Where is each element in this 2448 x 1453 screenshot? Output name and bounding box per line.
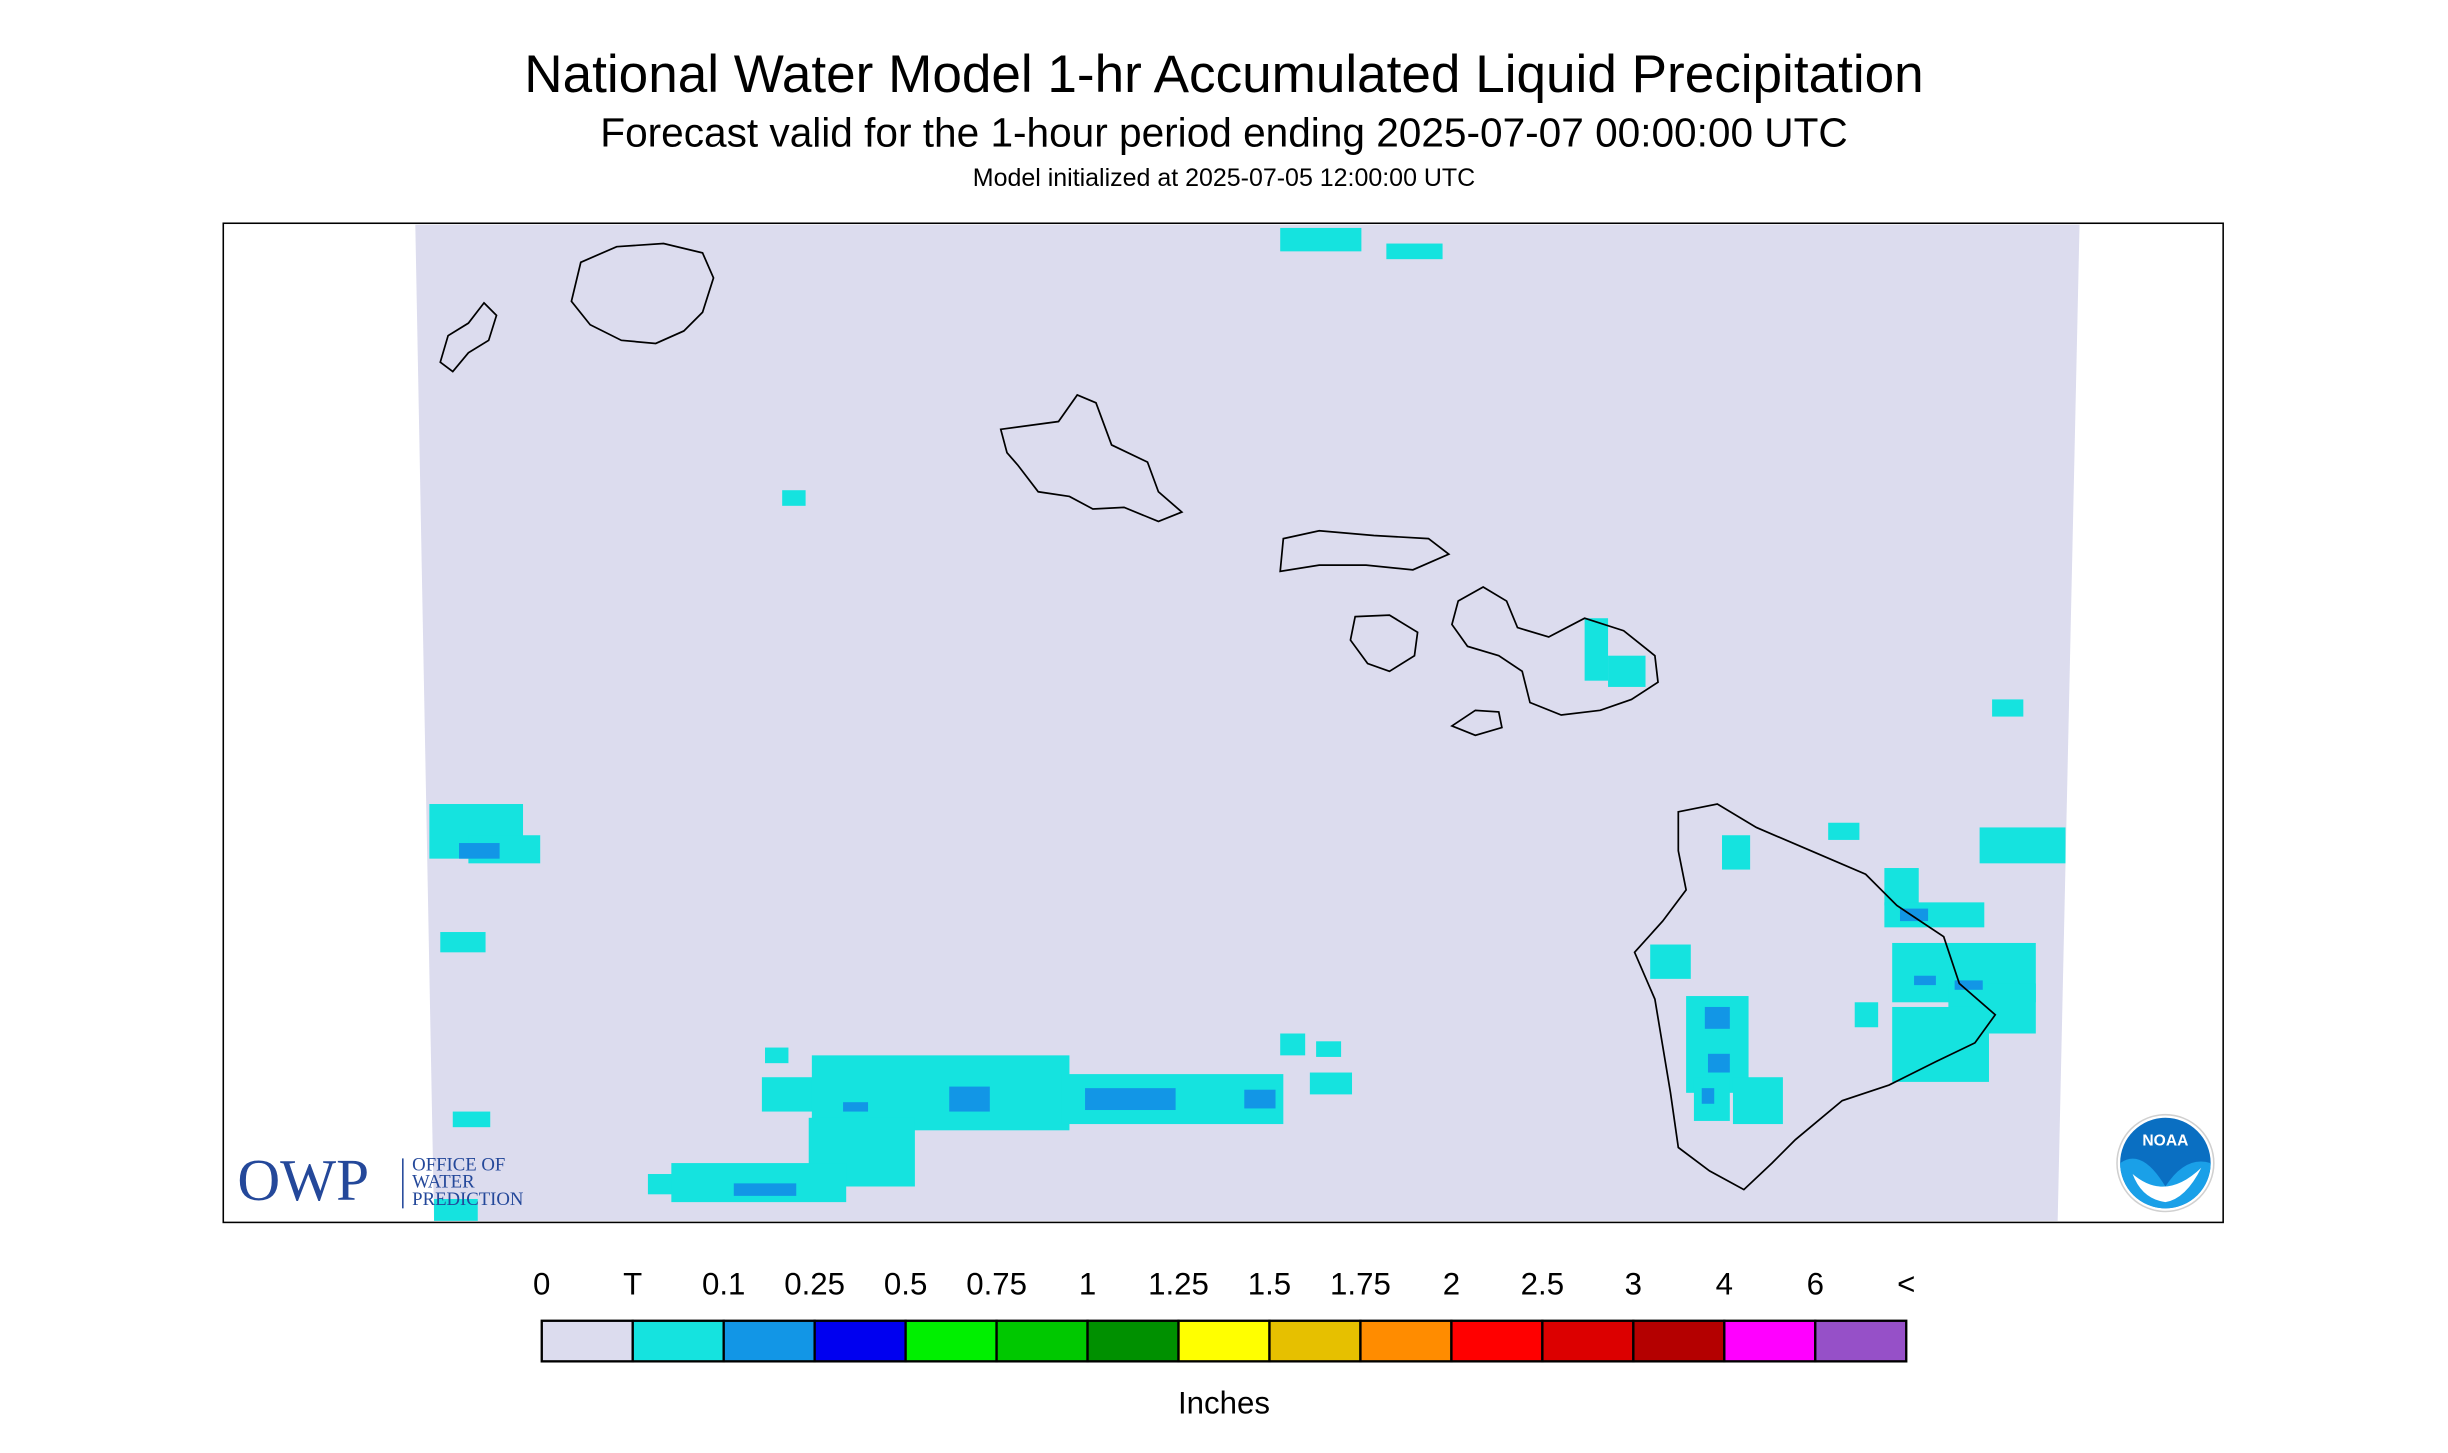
legend-label: 1 xyxy=(1079,1267,1096,1302)
subtitle: Forecast valid for the 1-hour period end… xyxy=(600,110,1847,156)
color-legend: 0 T 0.1 0.25 0.5 0.75 1 1.25 1.5 1.75 2 2.5 3 4 6 < xyxy=(533,1267,1915,1363)
legend-label: < xyxy=(1897,1267,1915,1302)
legend-swatch xyxy=(813,1319,907,1363)
legend-label: 2.5 xyxy=(1521,1267,1564,1302)
legend-label: 4 xyxy=(1716,1267,1733,1302)
noaa-text: NOAA xyxy=(2142,1132,2188,1149)
data-domain xyxy=(415,224,2080,1221)
legend-swatch xyxy=(540,1319,634,1363)
legend-label: 6 xyxy=(1807,1267,1824,1302)
precip-areas xyxy=(429,227,2066,1221)
noaa-bird xyxy=(2132,1167,2202,1203)
legend-label: 0.1 xyxy=(702,1267,745,1302)
owp-logo-text: OWP xyxy=(237,1147,369,1213)
legend-swatch xyxy=(1632,1319,1726,1363)
map: OWP OFFICE OF WATER PREDICTION NOAA xyxy=(222,222,2224,1224)
legend-swatch xyxy=(995,1319,1089,1363)
legend-swatch xyxy=(1177,1319,1271,1363)
legend-label: 1.75 xyxy=(1330,1267,1391,1302)
legend-label: 0 xyxy=(533,1267,550,1302)
legend-swatch xyxy=(1450,1319,1544,1363)
legend-swatch xyxy=(722,1319,816,1363)
noaa-wave xyxy=(2120,1158,2211,1209)
legend-label: 1.25 xyxy=(1148,1267,1209,1302)
legend-swatch xyxy=(1814,1319,1908,1363)
owp-line: WATER xyxy=(412,1172,475,1193)
legend-swatch xyxy=(904,1319,998,1363)
title: National Water Model 1-hr Accumulated Li… xyxy=(524,45,1923,104)
legend-label: 0.25 xyxy=(784,1267,845,1302)
legend-label: 3 xyxy=(1625,1267,1642,1302)
legend-label: 2 xyxy=(1443,1267,1460,1302)
init-time: Model initialized at 2025-07-05 12:00:00… xyxy=(973,164,1475,192)
legend-label: T xyxy=(623,1267,642,1302)
noaa-logo: NOAA xyxy=(2116,1113,2215,1213)
legend-swatch xyxy=(1359,1319,1453,1363)
legend-swatch xyxy=(1086,1319,1180,1363)
legend-swatch xyxy=(1268,1319,1362,1363)
legend-swatch xyxy=(1541,1319,1635,1363)
legend-label: 1.5 xyxy=(1248,1267,1291,1302)
legend-unit: Inches xyxy=(1178,1385,1270,1420)
coastlines xyxy=(439,242,1997,1191)
owp-line: PREDICTION xyxy=(412,1189,524,1210)
owp-logo: OWP OFFICE OF WATER PREDICTION xyxy=(237,1147,524,1213)
owp-line: OFFICE OF xyxy=(412,1155,505,1176)
legend-swatch xyxy=(1723,1319,1817,1363)
legend-label: 0.75 xyxy=(966,1267,1027,1302)
legend-label: 0.5 xyxy=(884,1267,927,1302)
legend-swatch xyxy=(631,1319,725,1363)
